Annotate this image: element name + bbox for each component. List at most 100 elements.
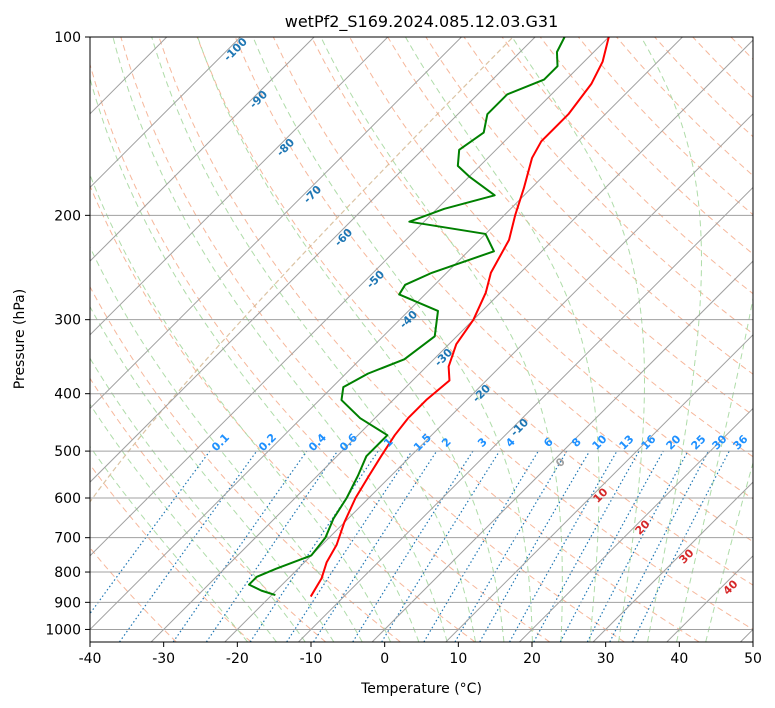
- moist-adiabat-label: 20: [633, 517, 653, 537]
- mixing-ratio-line: [423, 450, 539, 642]
- isotherm-line: [90, 37, 241, 189]
- mixing-ratio-label: 10: [590, 432, 610, 452]
- moist-adiabat-label: 10: [591, 485, 611, 505]
- mixing-ratio-line: [119, 450, 258, 642]
- y-tick-label: 700: [54, 531, 81, 547]
- mixing-ratio-label: 8: [569, 435, 584, 450]
- mixing-ratio-label: 0.4: [306, 431, 329, 454]
- dry-adiabat-line: [501, 37, 753, 295]
- isotherm-line: [224, 113, 753, 642]
- dry-adiabat-label: -80: [274, 136, 297, 159]
- dry-adiabat-label: -70: [301, 183, 324, 206]
- y-tick-label: 600: [54, 491, 81, 507]
- dry-adiabat-label: -60: [332, 226, 355, 249]
- x-tick-label: 10: [449, 651, 467, 667]
- dry-adiabat-line: [769, 37, 775, 642]
- moist-adiabat-line: [705, 461, 753, 642]
- isotherm-line: [90, 37, 683, 631]
- isotherm-line: [298, 186, 753, 642]
- moist-adiabat-line: [90, 173, 392, 642]
- dry-adiabat-label: -50: [364, 268, 387, 291]
- moist-adiabat-line: [676, 295, 753, 642]
- y-tick-label: 500: [54, 444, 81, 460]
- mixing-ratio-label: 20: [664, 432, 684, 452]
- isotherm-line: [519, 407, 753, 642]
- moist-adiabat-line: [151, 37, 477, 642]
- reference-lines: [90, 37, 775, 642]
- dry-adiabat-line: [311, 37, 753, 500]
- x-tick-label: -40: [79, 651, 102, 667]
- isotherm-line: [90, 37, 610, 557]
- y-tick-label: 900: [54, 595, 81, 611]
- moist-adiabat-line: [90, 403, 277, 642]
- axes: -40 -30 -20 -10 0 10 20 30 40 5010020030040050060…: [45, 30, 762, 667]
- y-tick-label: 200: [54, 208, 81, 224]
- mixing-ratio-line: [559, 450, 664, 642]
- moist-adiabat-line: [197, 37, 505, 642]
- mixing-ratio-line: [533, 450, 640, 642]
- dry-adiabat-line: [692, 37, 753, 99]
- dry-adiabat-label: -90: [247, 88, 270, 111]
- moist-adiabat-label: 30: [677, 546, 697, 566]
- isotherm-line: [445, 334, 753, 642]
- isotherm-line: [371, 260, 753, 642]
- dry-adiabat-line: [234, 37, 753, 586]
- moist-adiabat-line: [90, 445, 249, 642]
- x-tick-label: 40: [670, 651, 688, 667]
- mixing-ratio-line: [249, 450, 379, 642]
- moist-adiabat-line: [90, 305, 335, 642]
- dry-adiabat-line: [616, 37, 753, 177]
- dry-adiabat-line: [196, 37, 753, 631]
- moist-adiabat-line: [405, 37, 600, 642]
- dewpoint-line: [248, 37, 566, 597]
- mixing-ratio-label: 2: [439, 435, 454, 450]
- profile-series: [248, 37, 610, 598]
- isotherm-line: [90, 37, 536, 483]
- y-tick-label: 800: [54, 565, 81, 581]
- moist-adiabat-label: 40: [721, 577, 741, 597]
- moist-adiabat-line: [90, 76, 420, 642]
- y-tick-label: 100: [54, 30, 81, 46]
- mixing-ratio-line: [90, 450, 211, 615]
- y-axis-label: Pressure (hPa): [12, 289, 28, 389]
- dry-adiabat-line: [654, 37, 753, 138]
- x-tick-label: -10: [300, 651, 323, 667]
- moist-adiabat-label: 0: [553, 455, 568, 470]
- lcl-curve: [90, 37, 514, 503]
- x-tick-label: -20: [226, 651, 249, 667]
- mixing-ratio-line: [286, 450, 413, 642]
- dry-adiabat-line: [539, 37, 753, 255]
- moist-adiabat-line: [90, 357, 306, 642]
- x-tick-label: 50: [744, 651, 762, 667]
- x-axis-label: Temperature (°C): [360, 681, 482, 697]
- mixing-ratio-label: 13: [617, 433, 637, 453]
- dry-adiabat-label: -100: [221, 35, 250, 64]
- isotherm-line: [90, 37, 389, 336]
- mixing-ratio-line: [381, 450, 500, 642]
- x-tick-label: -30: [152, 651, 175, 667]
- dry-adiabat-line: [90, 463, 252, 642]
- dry-adiabat-line: [90, 377, 327, 642]
- dry-adiabat-label: -30: [432, 346, 455, 369]
- isotherm-line: [150, 39, 753, 642]
- y-tick-label: 1000: [45, 622, 81, 638]
- dry-adiabat-line: [90, 285, 401, 642]
- moist-adiabat-line: [90, 246, 363, 642]
- moist-adiabat-line: [112, 37, 448, 642]
- dry-adiabat-line: [578, 37, 753, 216]
- mixing-ratio-line: [172, 450, 308, 642]
- temperature-line: [309, 37, 610, 598]
- moist-adiabat-line: [252, 37, 533, 642]
- mixing-ratio-line: [632, 450, 730, 642]
- dry-adiabat-line: [272, 37, 753, 543]
- isotherm-line: [90, 37, 462, 410]
- isotherm-line: [740, 628, 753, 642]
- dry-adiabat-line: [90, 184, 476, 642]
- mixing-ratio-label: 0.1: [209, 431, 232, 454]
- chart-title: wetPf2_S169.2024.085.12.03.G31: [285, 12, 559, 32]
- mixing-ratio-line: [586, 450, 689, 642]
- x-tick-label: 30: [597, 651, 615, 667]
- mixing-ratio-line: [313, 450, 438, 642]
- mixing-ratio-label: 25: [689, 433, 709, 453]
- mixing-ratio-line: [509, 450, 618, 642]
